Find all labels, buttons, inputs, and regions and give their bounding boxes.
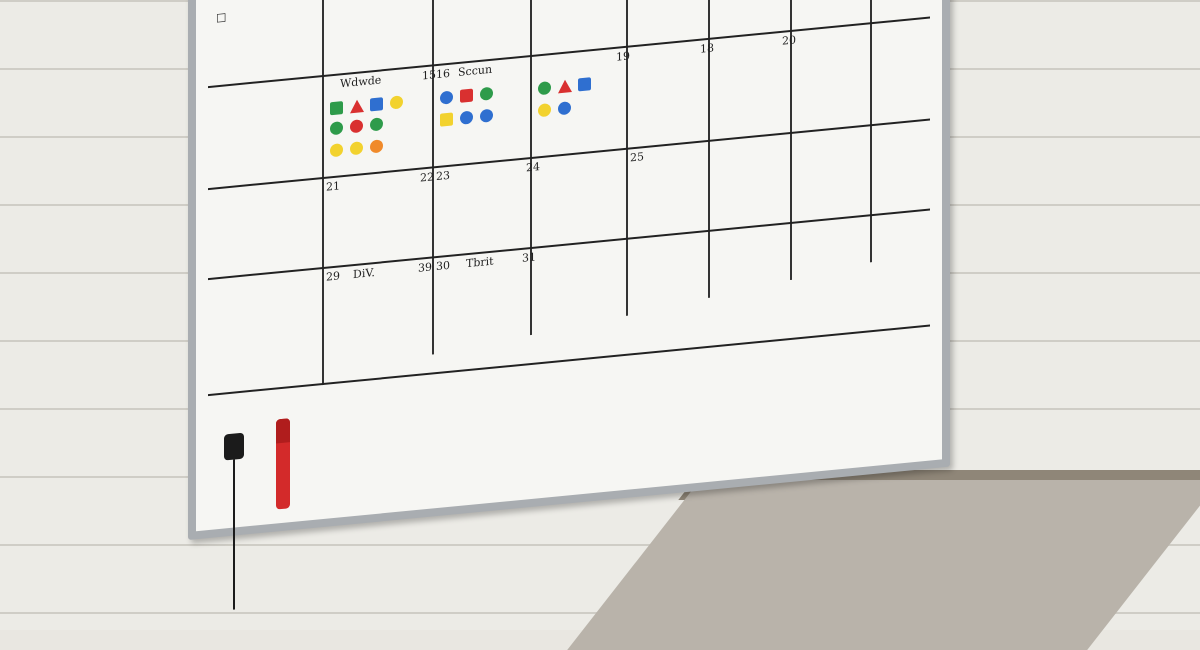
magnet	[370, 139, 383, 154]
magnet	[538, 103, 551, 118]
magnet	[480, 108, 493, 123]
magnet	[350, 99, 364, 114]
day-label: 25	[630, 150, 644, 165]
day-label: 20	[782, 33, 796, 48]
grid-vline	[870, 0, 872, 263]
day-label: 23	[436, 168, 450, 184]
whiteboard-surface: □ Wdwde 15 16 Sccun 19 18 20 21 22 23 24…	[196, 0, 942, 610]
magnet	[350, 119, 363, 134]
magnet	[460, 88, 473, 103]
day-label: 18	[700, 41, 714, 56]
day-label: 21	[326, 179, 340, 194]
magnet	[390, 95, 403, 110]
magnet	[558, 101, 571, 116]
grid-row-line	[208, 324, 930, 397]
grid-row-line	[208, 118, 930, 191]
calendar-grid: □ Wdwde 15 16 Sccun 19 18 20 21 22 23 24…	[208, 0, 930, 397]
day-label: 19	[616, 49, 630, 64]
day-label: Wdwde	[340, 73, 382, 91]
sidebar-top-label: □	[216, 10, 227, 25]
magnet	[350, 141, 363, 156]
day-label: 24	[526, 160, 540, 175]
magnet	[440, 112, 453, 127]
day-label: 22	[420, 170, 434, 185]
magnet	[460, 110, 473, 125]
grid-vline	[322, 0, 324, 386]
day-label: 31	[522, 250, 536, 265]
grid-row-line	[208, 208, 930, 281]
red-dry-erase-marker[interactable]	[276, 418, 290, 510]
magnet	[330, 121, 343, 136]
magnet	[558, 79, 572, 94]
day-label: 30	[436, 258, 450, 274]
magnet	[538, 81, 551, 96]
day-label: Tbrit	[466, 254, 494, 271]
magnet	[370, 97, 383, 112]
magnet	[330, 143, 343, 158]
magnet	[330, 101, 343, 116]
magnet	[370, 117, 383, 132]
magnet	[578, 77, 591, 92]
day-label: Sccun	[458, 62, 493, 80]
grid-row-line	[208, 16, 930, 89]
day-label: 15	[422, 68, 436, 83]
day-label: 29	[326, 269, 340, 284]
marker-cord	[233, 459, 235, 610]
day-label: 39	[418, 260, 432, 275]
day-label: DiV.	[353, 266, 375, 282]
day-label: 16	[436, 66, 450, 82]
magnet	[480, 86, 493, 101]
whiteboard: □ Wdwde 15 16 Sccun 19 18 20 21 22 23 24…	[188, 0, 950, 610]
marker-cap	[276, 418, 290, 444]
magnet	[440, 90, 453, 105]
marker-clip	[224, 432, 244, 461]
